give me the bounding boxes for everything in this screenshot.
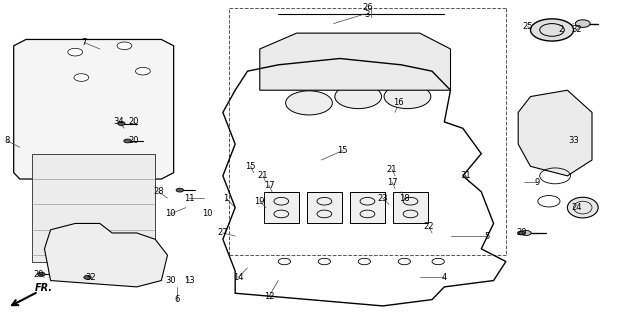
Text: 28: 28: [153, 187, 164, 196]
Text: 22: 22: [424, 222, 434, 231]
Bar: [26, 122, 155, 141]
Text: 18: 18: [399, 194, 410, 203]
Text: 29: 29: [33, 270, 43, 279]
Circle shape: [117, 42, 132, 50]
Bar: [350, 192, 384, 223]
Text: 17: 17: [264, 181, 274, 190]
Text: 4: 4: [442, 273, 447, 282]
Circle shape: [38, 272, 45, 276]
Text: 15: 15: [337, 146, 348, 155]
Text: 8: 8: [5, 136, 11, 146]
Text: 17: 17: [387, 178, 397, 187]
Circle shape: [335, 84, 381, 108]
Circle shape: [521, 230, 531, 236]
Text: 19: 19: [255, 197, 265, 206]
Circle shape: [398, 258, 410, 265]
Circle shape: [68, 48, 83, 56]
Circle shape: [432, 258, 444, 265]
Text: 11: 11: [184, 194, 194, 203]
Text: 9: 9: [534, 178, 540, 187]
Circle shape: [286, 91, 332, 115]
Text: 6: 6: [174, 295, 179, 304]
Text: 1: 1: [223, 194, 229, 203]
Text: 16: 16: [393, 99, 404, 108]
Circle shape: [108, 275, 122, 283]
Circle shape: [124, 139, 131, 143]
Text: 20: 20: [516, 228, 527, 237]
Bar: [38, 128, 143, 135]
Text: 10: 10: [202, 209, 213, 219]
Text: 13: 13: [184, 276, 194, 285]
Text: 5: 5: [485, 232, 490, 241]
Circle shape: [135, 68, 150, 75]
Text: 21: 21: [387, 165, 397, 174]
Circle shape: [384, 84, 431, 108]
Polygon shape: [14, 39, 174, 179]
Text: 15: 15: [245, 162, 256, 171]
Text: 23: 23: [378, 194, 388, 203]
Circle shape: [133, 276, 146, 282]
Text: 2: 2: [559, 25, 564, 35]
Circle shape: [117, 122, 125, 125]
Text: 7: 7: [82, 38, 87, 47]
Text: 24: 24: [572, 203, 582, 212]
Circle shape: [575, 20, 590, 28]
Text: 33: 33: [568, 136, 579, 146]
Text: 25: 25: [522, 22, 533, 31]
Text: 10: 10: [166, 209, 176, 219]
Text: 14: 14: [233, 273, 243, 282]
Circle shape: [358, 258, 371, 265]
Circle shape: [341, 43, 400, 74]
Text: 20: 20: [129, 136, 139, 146]
Text: 32: 32: [571, 25, 582, 35]
Circle shape: [318, 258, 331, 265]
Text: 27: 27: [218, 228, 228, 237]
Text: 30: 30: [165, 276, 176, 285]
Circle shape: [517, 231, 525, 235]
Circle shape: [390, 56, 449, 86]
Polygon shape: [260, 33, 451, 90]
Ellipse shape: [567, 197, 598, 218]
Text: 32: 32: [85, 273, 96, 282]
Text: 3: 3: [365, 10, 370, 19]
Circle shape: [530, 19, 574, 41]
Text: 21: 21: [258, 172, 268, 180]
Text: 34: 34: [113, 117, 124, 126]
Bar: [307, 192, 342, 223]
Circle shape: [278, 258, 290, 265]
Circle shape: [176, 188, 184, 192]
Text: FR.: FR.: [35, 283, 53, 292]
Circle shape: [286, 43, 345, 74]
Circle shape: [74, 74, 89, 81]
Text: 12: 12: [264, 292, 274, 301]
Bar: [32, 154, 155, 261]
Bar: [393, 192, 428, 223]
Circle shape: [84, 276, 91, 279]
Text: 31: 31: [460, 172, 471, 180]
Polygon shape: [44, 223, 167, 287]
Bar: [264, 192, 298, 223]
Text: 26: 26: [362, 3, 373, 12]
Polygon shape: [518, 90, 592, 176]
Text: 20: 20: [129, 117, 139, 126]
